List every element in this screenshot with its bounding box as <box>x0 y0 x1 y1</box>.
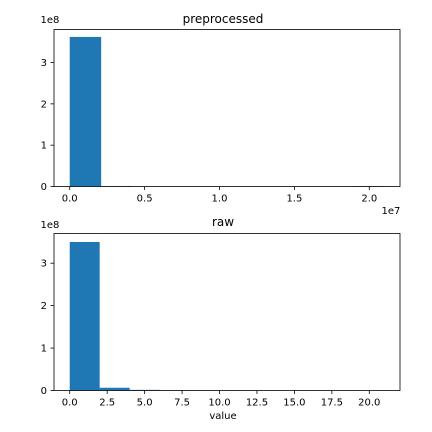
histogram-bar-1 <box>99 387 130 391</box>
subplot-title: raw <box>212 215 234 229</box>
y-tick-label-3: 3 <box>41 58 47 69</box>
x-axis-ticks: 0.0 2.5 5.0 7.5 10.0 12.5 15.0 17.5 20.0 <box>62 390 380 409</box>
axes-frame <box>53 29 401 187</box>
x-offset-label: 1e7 <box>382 206 401 217</box>
histogram-bars <box>69 36 385 187</box>
x-tick-label-0: 0.0 <box>62 194 78 205</box>
histogram-bar-0 <box>69 241 100 391</box>
y-offset-label: 1e8 <box>41 220 60 231</box>
histogram-bar-0 <box>69 36 102 187</box>
y-tick-label-0: 0 <box>41 182 47 193</box>
x-tick-label-1: 0.5 <box>137 194 153 205</box>
y-axis-ticks: 0 1 2 3 <box>41 259 54 397</box>
x-tick-label-0: 0.0 <box>62 398 78 409</box>
y-tick-label-3: 3 <box>41 259 47 270</box>
x-axis-ticks: 0.0 0.5 1.0 1.5 2.0 <box>62 186 377 205</box>
x-tick-label-7: 17.5 <box>321 398 343 409</box>
x-tick-label-2: 1.0 <box>212 194 228 205</box>
x-tick-label-1: 2.5 <box>99 398 115 409</box>
x-tick-label-5: 12.5 <box>246 398 268 409</box>
x-tick-label-4: 2.0 <box>361 194 377 205</box>
axes-frame <box>53 233 401 391</box>
x-tick-label-4: 10.0 <box>208 398 230 409</box>
y-tick-label-2: 2 <box>41 301 47 312</box>
x-tick-label-8: 20.0 <box>358 398 380 409</box>
subplot-preprocessed: preprocessed 1e8 0.0 0.5 1.0 1.5 2.0 0 1 2 3 1e… <box>41 12 401 217</box>
x-tick-label-2: 5.0 <box>137 398 153 409</box>
y-tick-label-1: 1 <box>41 141 47 152</box>
x-tick-label-6: 15.0 <box>283 398 305 409</box>
subplot-title: preprocessed <box>183 12 264 26</box>
y-offset-label: 1e8 <box>41 15 60 26</box>
x-tick-label-3: 1.5 <box>286 194 302 205</box>
x-axis-label: value <box>209 411 236 422</box>
y-tick-label-2: 2 <box>41 99 47 110</box>
y-tick-label-0: 0 <box>41 386 47 397</box>
y-axis-ticks: 0 1 2 3 <box>41 58 54 193</box>
y-tick-label-1: 1 <box>41 344 47 355</box>
subplot-raw: raw 1e8 0.0 2.5 5.0 7.5 10.0 12.5 15.0 17.5 20.0… <box>41 215 401 422</box>
x-tick-label-3: 7.5 <box>174 398 190 409</box>
histogram-bars <box>69 241 370 391</box>
